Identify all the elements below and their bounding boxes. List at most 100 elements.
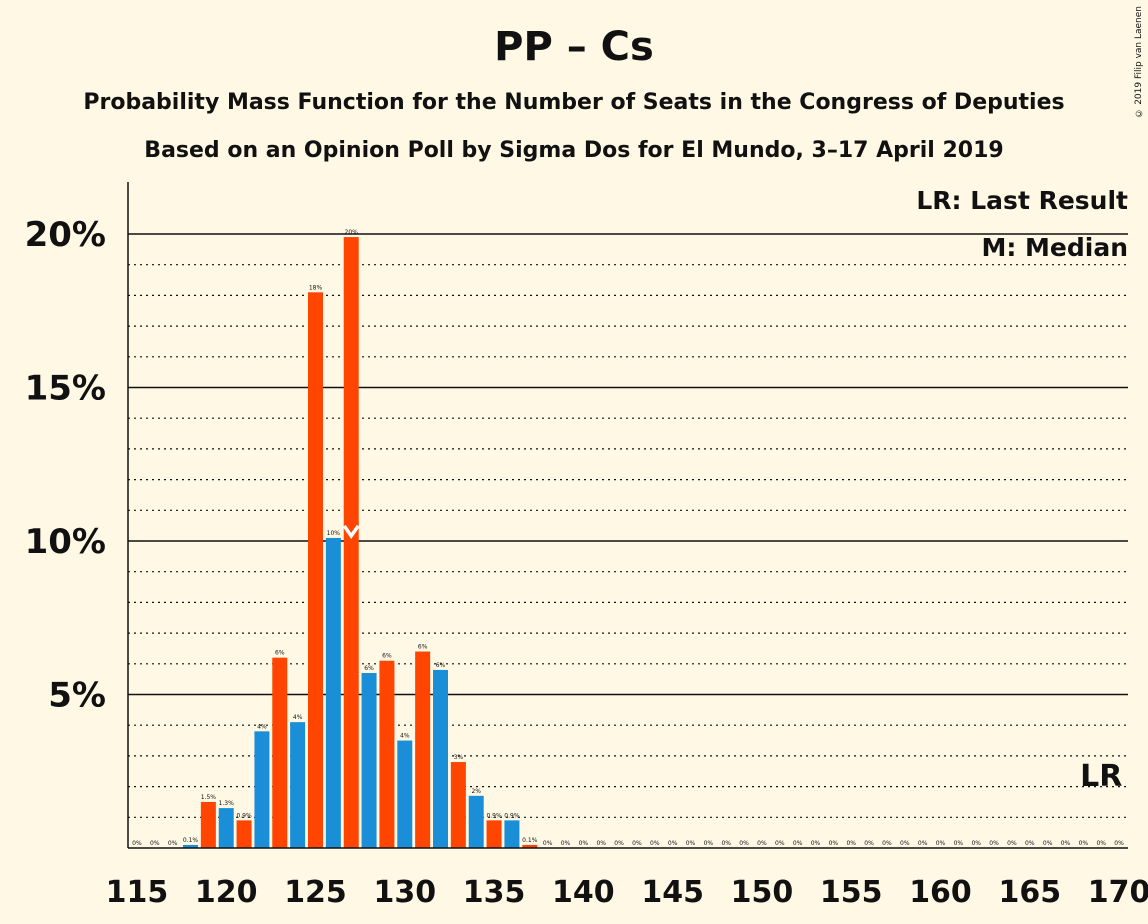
bar-value-label: 0% <box>686 840 696 847</box>
bar-value-label: 0% <box>954 840 964 847</box>
bar-value-label: 0.9% <box>504 812 520 819</box>
bar-seat-137 <box>522 844 538 848</box>
bar-value-label: 0% <box>1025 840 1035 847</box>
bar-value-label: 0% <box>1079 840 1089 847</box>
bar-value-label: 0% <box>1096 840 1106 847</box>
x-tick-label: 140 <box>552 875 615 910</box>
bar-labels: 0% 0% 0% 0.1%1.5%1.3%0.9%4%6%4%18%10%20%6%6… <box>132 229 1124 847</box>
bar-value-label: 0% <box>989 840 999 847</box>
bar-value-label: 0% <box>650 840 660 847</box>
median-marker <box>342 524 360 539</box>
bar-value-label: 0% <box>846 840 856 847</box>
bar-seat-123 <box>272 657 288 848</box>
bar-seat-136 <box>504 820 520 848</box>
bar-seat-118 <box>183 844 198 848</box>
bar-value-label: 0% <box>704 840 714 847</box>
y-tick-label: 15% <box>25 369 106 409</box>
chart-subtitle-source: Based on an Opinion Poll by Sigma Dos fo… <box>144 138 1004 163</box>
bar-value-label: 0% <box>739 840 749 847</box>
bar-value-label: 6% <box>364 665 374 672</box>
bar-seat-124 <box>290 722 306 848</box>
bar-seat-132 <box>433 669 448 848</box>
bar-value-label: 20% <box>345 229 359 236</box>
y-tick-label: 10% <box>25 522 106 562</box>
x-tick-label: 165 <box>998 875 1061 910</box>
bar-value-label: 0% <box>757 840 767 847</box>
bar-seat-126 <box>325 537 341 848</box>
last-result-marker: LR <box>1080 759 1122 794</box>
bar-value-label: 0% <box>561 840 571 847</box>
bar-seat-133 <box>450 762 466 848</box>
bar-value-label: 4% <box>257 723 267 730</box>
bar-value-label: 0.9% <box>486 812 502 819</box>
bar-value-label: 0% <box>918 840 928 847</box>
bar-value-label: 0% <box>1007 840 1017 847</box>
bar-value-label: 10% <box>327 530 341 537</box>
bar-seat-129 <box>379 660 395 848</box>
bar-value-label: 0% <box>596 840 606 847</box>
bar-seat-131 <box>415 651 431 848</box>
y-tick-label: 5% <box>48 676 106 716</box>
bar-value-label: 0.9% <box>236 812 252 819</box>
bar-value-label: 0% <box>882 840 892 847</box>
bar-value-label: 0% <box>793 840 803 847</box>
bar-seat-135 <box>486 820 502 848</box>
x-tick-label: 135 <box>463 875 526 910</box>
bar-value-label: 0% <box>971 840 981 847</box>
bar-value-label: 18% <box>309 284 323 291</box>
y-axis-ticks: 5% 10% 15% 20% <box>25 215 106 716</box>
chart-title: PP – Cs <box>494 24 654 70</box>
x-tick-label: 170 <box>1088 875 1148 910</box>
y-tick-label: 20% <box>25 215 106 255</box>
bar-seat-122 <box>254 731 270 848</box>
bar-value-label: 0% <box>811 840 821 847</box>
bar-value-label: 0% <box>1043 840 1053 847</box>
bar-value-label: 6% <box>382 653 392 660</box>
x-tick-label: 150 <box>731 875 794 910</box>
bar-seat-127 <box>343 237 359 848</box>
gridlines <box>128 233 1128 818</box>
bar-seat-120 <box>218 808 234 848</box>
bar-seat-130 <box>397 740 413 848</box>
bar-value-label: 0% <box>614 840 624 847</box>
bar-value-label: 6% <box>418 644 428 651</box>
bar-value-label: 0% <box>132 840 142 847</box>
bar-value-label: 6% <box>436 662 446 669</box>
bar-seat-134 <box>468 795 484 848</box>
bar-value-label: 6% <box>275 650 285 657</box>
bar-value-label: 0% <box>936 840 946 847</box>
legend-last-result: LR: Last Result <box>916 186 1128 215</box>
x-tick-label: 115 <box>106 875 169 910</box>
bar-value-label: 2% <box>471 788 481 795</box>
bar-value-label: 0% <box>579 840 589 847</box>
bar-value-label: 1.5% <box>201 794 217 801</box>
bar-value-label: 0% <box>775 840 785 847</box>
bar-value-label: 0% <box>668 840 678 847</box>
bar-value-label: 0% <box>721 840 731 847</box>
bar-seat-121 <box>236 820 252 848</box>
bar-value-label: 4% <box>400 733 410 740</box>
x-tick-label: 155 <box>820 875 883 910</box>
x-tick-label: 125 <box>284 875 347 910</box>
markers: LR <box>342 524 1122 794</box>
bar-value-label: 0.1% <box>183 837 199 844</box>
chart-subtitle: Probability Mass Function for the Number… <box>83 90 1065 115</box>
legend-median: M: Median <box>981 233 1128 262</box>
x-tick-label: 160 <box>909 875 972 910</box>
bar-value-label: 0% <box>900 840 910 847</box>
x-axis-ticks: 115 120 125 130 135 140 145 150 155 160 165 170 <box>106 875 1148 910</box>
bars <box>183 237 538 849</box>
bar-seat-128 <box>361 673 377 848</box>
bar-value-label: 0% <box>829 840 839 847</box>
bar-value-label: 0% <box>864 840 874 847</box>
x-tick-label: 130 <box>373 875 436 910</box>
bar-value-label: 0% <box>168 840 178 847</box>
bar-value-label: 1.3% <box>219 800 235 807</box>
bar-value-label: 0% <box>1061 840 1071 847</box>
bar-value-label: 4% <box>293 714 303 721</box>
bar-value-label: 0% <box>1114 840 1124 847</box>
bar-value-label: 0% <box>543 840 553 847</box>
bar-value-label: 0% <box>150 840 160 847</box>
x-tick-label: 120 <box>195 875 258 910</box>
